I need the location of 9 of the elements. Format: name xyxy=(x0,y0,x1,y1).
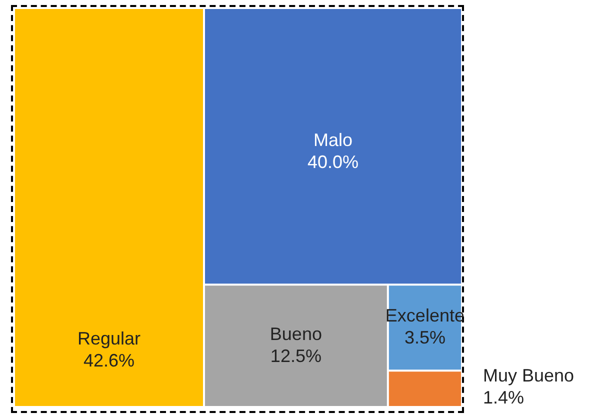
data-label: 40.0% xyxy=(307,152,359,172)
data-label: 42.6% xyxy=(83,350,135,370)
category-label: Malo xyxy=(313,130,353,150)
data-label: 3.5% xyxy=(404,328,446,348)
category-label: Muy Bueno xyxy=(483,366,574,386)
data-label: 1.4% xyxy=(483,388,524,408)
category-label: Bueno xyxy=(270,324,322,344)
data-label: 12.5% xyxy=(270,346,322,366)
category-label: Regular xyxy=(77,328,141,348)
